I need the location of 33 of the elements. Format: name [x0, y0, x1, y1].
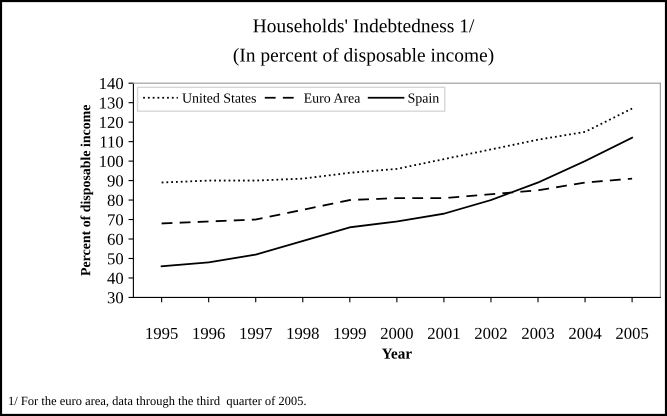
x-tick-label: 2004	[569, 328, 602, 340]
x-tick-label: 1997	[240, 328, 272, 340]
x-tick-label: 1996	[193, 328, 225, 340]
legend-label: Euro Area	[304, 93, 360, 103]
x-tick-label: 2000	[380, 328, 413, 340]
x-tick-label: 2005	[616, 328, 648, 340]
y-tick-label: 140	[100, 78, 124, 90]
y-axis-title: Percent of disposable income	[80, 104, 94, 276]
y-tick-label: 130	[100, 97, 124, 109]
y-tick-label: 90	[108, 175, 124, 187]
line-series	[160, 136, 634, 268]
y-tick-label: 30	[108, 292, 124, 304]
x-tick-label: 1995	[146, 328, 178, 340]
text: 1/ For the euro area, data through the third quarter of 2005.	[9, 396, 306, 408]
chart-title: Households' Indebtedness 1/	[253, 18, 474, 32]
chart-subtitle: (In percent of disposable income)	[234, 48, 494, 66]
y-tick-label: 110	[100, 136, 124, 148]
x-tick-label: 1998	[288, 328, 319, 340]
y-tick-label: 120	[100, 116, 124, 128]
x-axis-title: Year	[382, 348, 412, 359]
y-tick-label: 50	[108, 253, 124, 264]
line-series	[160, 108, 634, 184]
x-tick-label: 2001	[428, 328, 460, 340]
legend-label: United States	[182, 93, 256, 103]
y-tick-label: 80	[108, 194, 124, 206]
y-tick-label: 40	[107, 272, 124, 284]
y-tick-label: 60	[108, 234, 124, 245]
x-tick-label: 2003	[522, 328, 554, 340]
x-tick-label: 2002	[475, 328, 507, 340]
x-tick-label: 1999	[334, 328, 366, 340]
legend-label: Spain	[408, 93, 440, 106]
y-tick-label: 100	[100, 156, 124, 168]
y-tick-label: 70	[108, 214, 124, 226]
